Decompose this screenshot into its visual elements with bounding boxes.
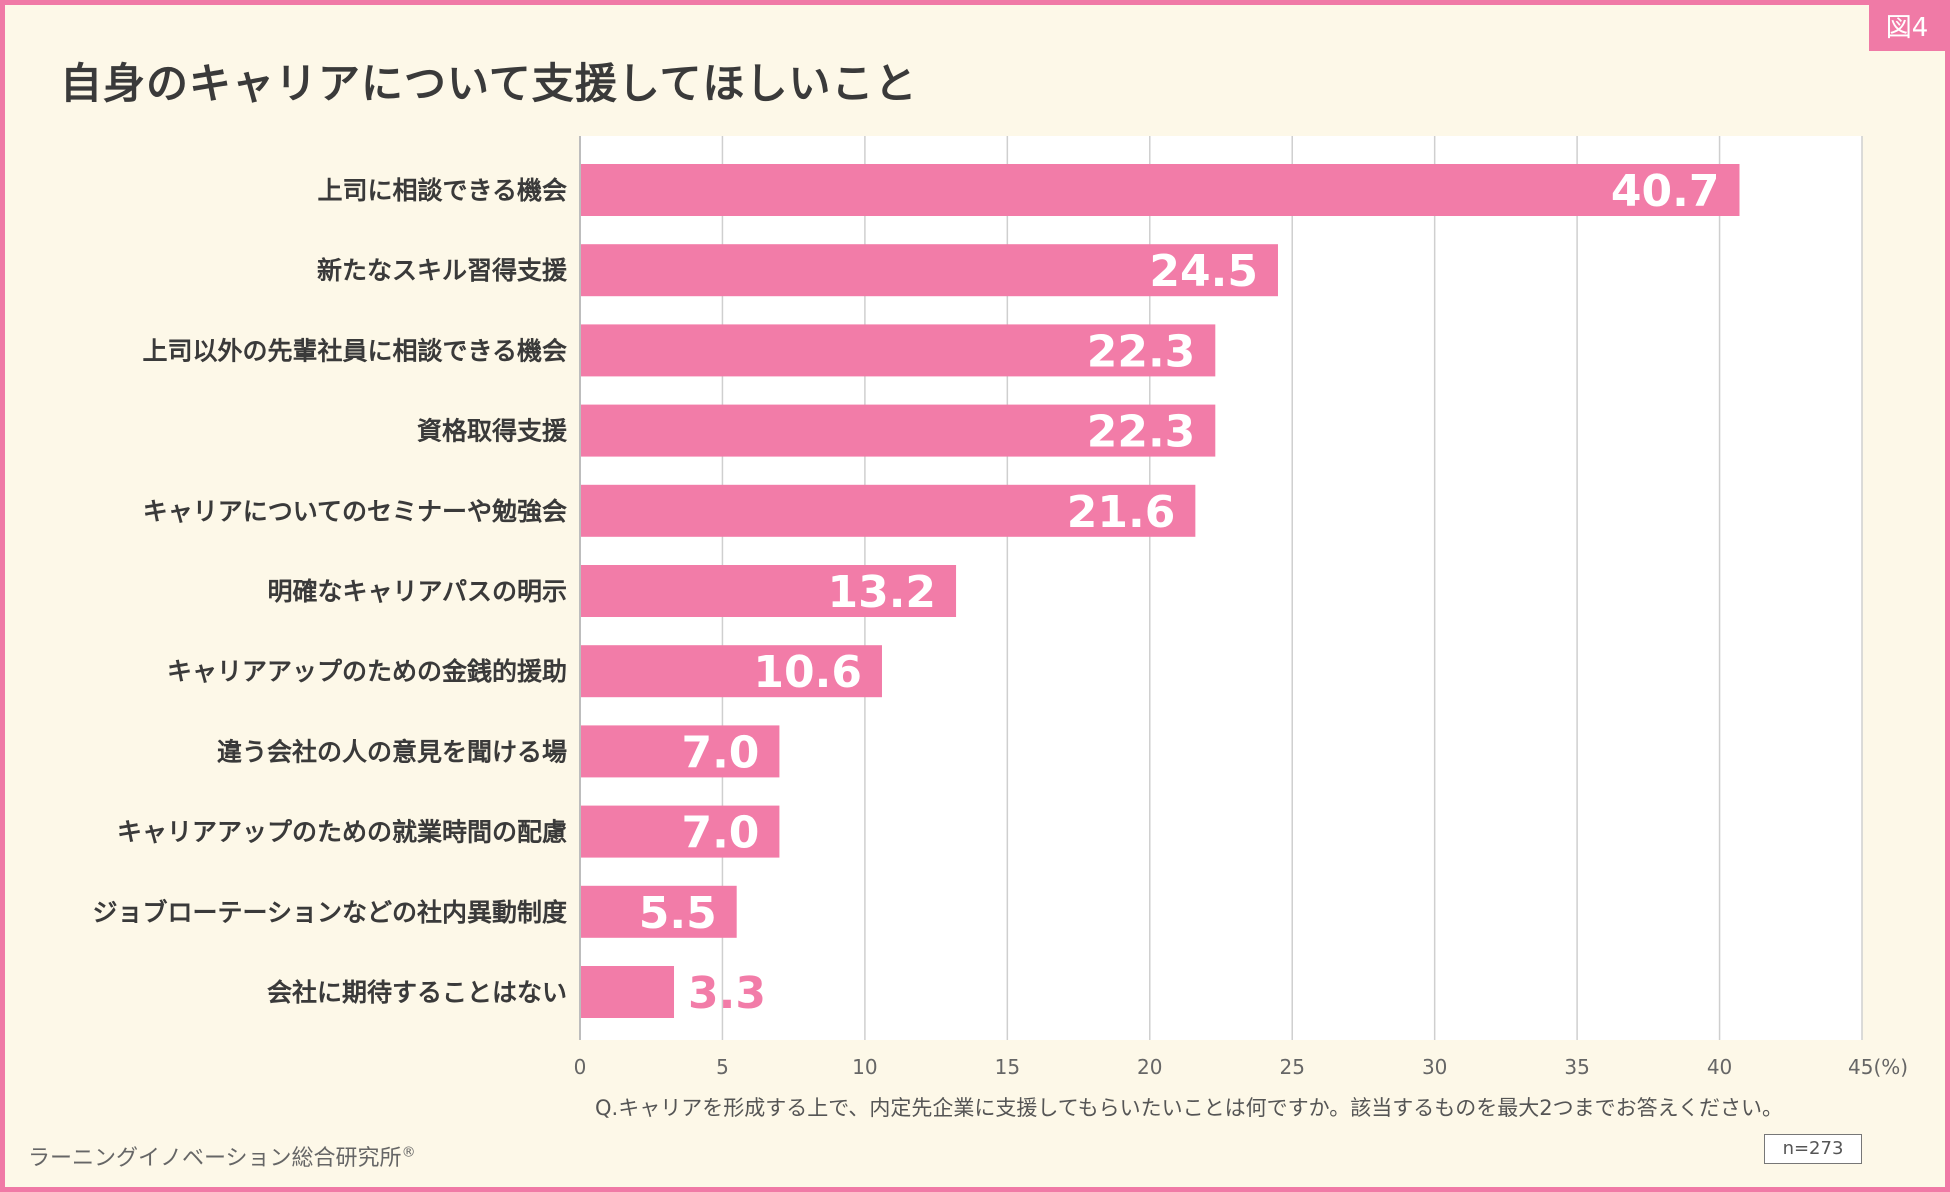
category-label: ジョブローテーションなどの社内異動制度 <box>92 898 567 927</box>
x-tick-label: 30 <box>1422 1055 1447 1079</box>
brand-name: ラーニングイノベーション総合研究所 <box>28 1146 402 1171</box>
bar <box>580 404 1216 457</box>
chart-title: 自身のキャリアについて支援してほしいこと <box>60 59 918 108</box>
category-label: 新たなスキル習得支援 <box>317 256 568 285</box>
x-tick-label: 10 <box>852 1055 877 1079</box>
x-tick-label: 20 <box>1137 1055 1162 1079</box>
bar <box>580 565 957 617</box>
data-label: 3.3 <box>688 968 766 1019</box>
bar <box>580 885 737 938</box>
bar <box>580 725 780 778</box>
category-label: 会社に期待することはない <box>267 978 567 1007</box>
bar <box>580 966 675 1018</box>
category-label: キャリアアップのための就業時間の配慮 <box>117 818 567 847</box>
x-tick-label: 0 <box>574 1055 587 1079</box>
x-tick-label: 45(%) <box>1848 1055 1908 1079</box>
category-label: キャリアアップのための金銭的援助 <box>167 657 567 686</box>
x-tick-label: 25 <box>1279 1055 1304 1079</box>
brand-credit: ラーニングイノベーション総合研究所® <box>28 1140 416 1172</box>
data-label: 13.2 <box>827 567 936 618</box>
sample-size: n=273 <box>1764 1134 1862 1164</box>
category-label: キャリアについてのセミナーや勉強会 <box>143 497 567 526</box>
category-label: 上司以外の先輩社員に相談できる機会 <box>142 336 567 365</box>
data-label: 21.6 <box>1067 487 1176 538</box>
x-tick-label: 5 <box>716 1055 729 1079</box>
registered-mark: ® <box>401 1144 416 1161</box>
data-label: 22.3 <box>1087 407 1196 458</box>
bar <box>580 244 1278 297</box>
bar <box>580 645 882 698</box>
data-label: 22.3 <box>1087 326 1196 377</box>
x-tick-label: 35 <box>1564 1055 1589 1079</box>
survey-question: Q.キャリアを形成する上で、内定先企業に支援してもらいたいことは何ですか。該当す… <box>595 1096 1783 1120</box>
bar <box>580 164 1740 216</box>
data-label: 7.0 <box>681 808 759 859</box>
bar <box>580 805 780 858</box>
category-label: 違う会社の人の意見を聞ける場 <box>217 737 567 766</box>
figure-badge: 図4 <box>1869 5 1945 51</box>
x-tick-label: 15 <box>995 1055 1020 1079</box>
category-label: 資格取得支援 <box>417 417 568 446</box>
data-label: 5.5 <box>639 888 717 939</box>
data-label: 40.7 <box>1611 166 1720 217</box>
data-label: 7.0 <box>681 727 759 778</box>
data-label: 24.5 <box>1149 246 1258 297</box>
category-label: 明確なキャリアパスの明示 <box>267 577 567 606</box>
data-label: 10.6 <box>753 647 862 698</box>
category-label: 上司に相談できる機会 <box>317 176 567 205</box>
bar <box>580 324 1216 377</box>
x-tick-label: 40 <box>1707 1055 1732 1079</box>
bar <box>580 484 1196 537</box>
